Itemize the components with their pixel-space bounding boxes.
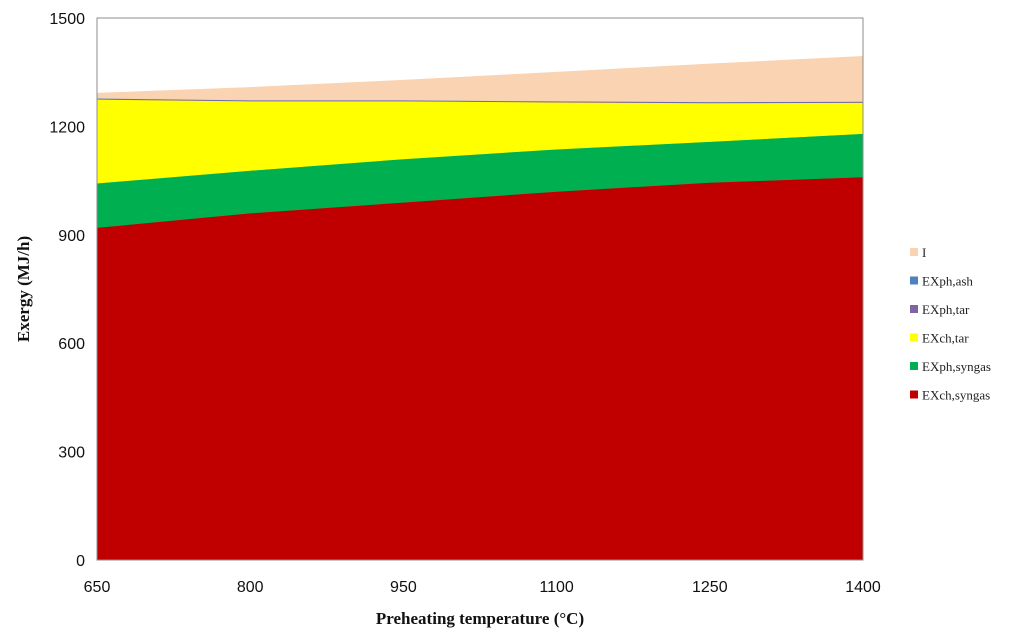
legend-item: EXch,tar: [910, 331, 969, 346]
legend-label: EXch,tar: [922, 331, 969, 346]
x-tick-label: 1100: [539, 579, 574, 596]
legend-swatch: [910, 333, 918, 342]
y-tick-label: 600: [58, 336, 85, 353]
x-axis-title: Preheating temperature (°C): [376, 609, 584, 628]
legend-swatch: [910, 390, 918, 399]
legend-swatch: [910, 362, 918, 370]
legend-label: EXph,tar: [922, 302, 970, 317]
y-axis-ticks: 0 300 600 900 1200 1500: [49, 11, 85, 570]
y-tick-label: 900: [58, 228, 85, 245]
legend-item: EXph,ash: [910, 274, 973, 289]
legend-swatch: [910, 248, 918, 256]
y-tick-label: 0: [76, 553, 85, 570]
legend-item: EXph,tar: [910, 302, 970, 317]
area-series-0: [96, 176, 864, 561]
x-axis-ticks: 650 800 950 1100 1250 1400: [84, 579, 881, 596]
legend-item: EXch,syngas: [910, 388, 990, 403]
y-tick-label: 1200: [49, 119, 85, 136]
legend-swatch: [910, 305, 918, 313]
legend-label: EXch,syngas: [922, 388, 990, 403]
legend-label: EXph,ash: [922, 274, 973, 289]
x-tick-label: 800: [237, 579, 264, 596]
legend-item: I: [910, 245, 926, 260]
plot-area-frame: [96, 17, 864, 561]
x-tick-label: 650: [84, 579, 111, 596]
legend: I EXph,ash EXph,tar EXch,tar EXph,syngas EXch…: [910, 245, 991, 403]
legend-swatch: [910, 276, 918, 285]
area-series-5: [96, 55, 864, 103]
legend-label: EXph,syngas: [922, 359, 991, 374]
y-tick-label: 1500: [49, 11, 85, 28]
y-tick-label: 300: [58, 445, 85, 462]
areas-layer: [96, 55, 864, 561]
x-tick-label: 1400: [845, 579, 881, 596]
x-tick-label: 1250: [692, 579, 728, 596]
y-axis-title: Exergy (MJ/h): [14, 236, 33, 342]
legend-label: I: [922, 245, 926, 260]
x-tick-label: 950: [390, 579, 417, 596]
legend-item: EXph,syngas: [910, 359, 991, 374]
